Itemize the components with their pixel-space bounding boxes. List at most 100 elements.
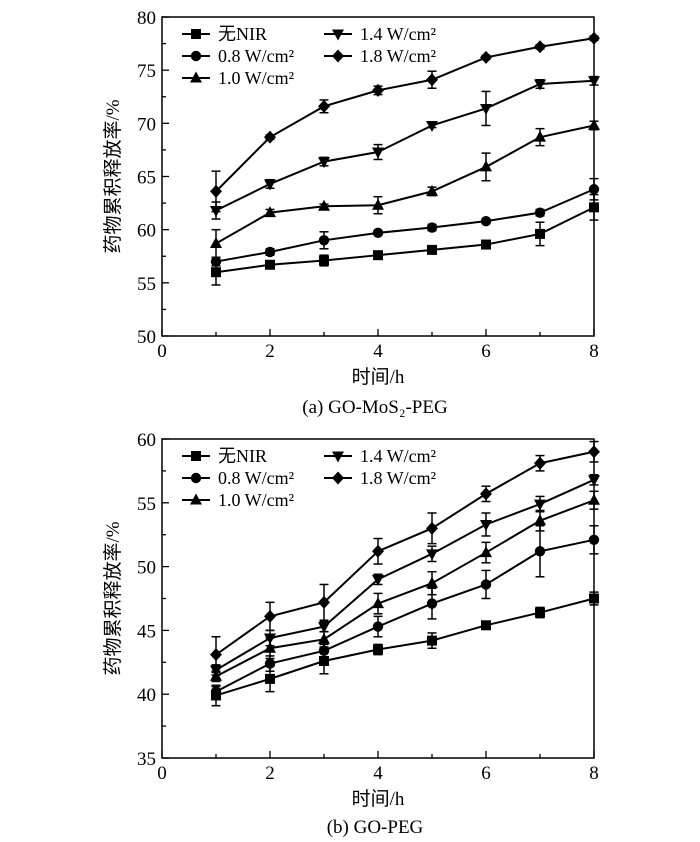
data-point: [426, 73, 438, 87]
data-point: [588, 31, 600, 45]
chart-b: 0 2 4 6 8 35 40 45 50 55 60 时间/h 药物累积释放率/% (b) GO-PEG…: [102, 430, 600, 838]
y-tick-label: 40: [137, 685, 156, 706]
legend-label: 1.0 W/cm²: [218, 68, 294, 88]
legend-marker: [191, 29, 201, 39]
data-point: [534, 546, 546, 557]
x-axis-title: 时间/h: [352, 788, 405, 810]
data-point: [480, 546, 492, 558]
legend-label: 无NIR: [218, 24, 267, 44]
x-tick-label: 6: [481, 763, 491, 784]
data-point: [318, 199, 330, 211]
series-4: [210, 440, 600, 674]
series-3: [210, 75, 600, 220]
series-1: [210, 525, 600, 698]
data-point: [372, 83, 384, 97]
data-point: [211, 267, 221, 278]
series-line: [215, 79, 595, 212]
data-point: [426, 576, 438, 588]
series-line: [215, 478, 595, 671]
data-point: [318, 645, 330, 657]
x-tick-label: 8: [589, 763, 599, 784]
x-tick-label: 0: [157, 341, 167, 362]
data-point: [373, 250, 383, 261]
x-axis-title: 时间/h: [352, 366, 405, 388]
data-point: [264, 641, 276, 653]
x-tick-label: 0: [157, 763, 167, 784]
y-tick-label: 70: [137, 114, 156, 135]
data-point: [534, 499, 546, 511]
legend-marker: [332, 471, 344, 485]
data-point: [319, 255, 329, 266]
legend-item: 1.8 W/cm²: [324, 46, 436, 66]
series-2: [210, 118, 600, 259]
data-point: [372, 198, 384, 210]
data-point: [318, 99, 330, 113]
data-point: [264, 609, 276, 623]
legend-marker: [191, 451, 201, 461]
legend-item: 1.4 W/cm²: [324, 24, 436, 44]
y-tick-label: 50: [137, 558, 156, 579]
data-point: [480, 579, 492, 590]
data-point: [426, 521, 438, 535]
legend-label: 无NIR: [218, 446, 267, 466]
series-line: [215, 538, 595, 693]
series-line: [215, 499, 595, 678]
x-tick-label: 8: [589, 341, 599, 362]
y-tick-label: 35: [137, 749, 156, 770]
legend-item: 0.8 W/cm²: [182, 468, 294, 488]
data-point: [480, 50, 492, 64]
legend-item: 0.8 W/cm²: [182, 46, 294, 66]
y-tick-label: 55: [137, 494, 156, 515]
x-tick-label: 4: [373, 763, 383, 784]
series-line: [215, 450, 595, 656]
data-point: [210, 256, 222, 267]
y-tick-label: 55: [137, 274, 156, 295]
data-point: [318, 632, 330, 644]
legend-marker: [190, 71, 202, 83]
y-tick-label: 65: [137, 168, 156, 189]
data-point: [481, 239, 491, 250]
data-point: [210, 236, 222, 248]
data-point: [534, 40, 546, 54]
legend-marker: [190, 472, 202, 484]
legend-label: 1.4 W/cm²: [360, 24, 436, 44]
legend-marker: [332, 29, 344, 41]
series-4: [210, 31, 600, 213]
data-point: [318, 595, 330, 609]
legend-label: 0.8 W/cm²: [218, 468, 294, 488]
data-point: [372, 597, 384, 609]
data-point: [589, 593, 599, 604]
legend-marker: [190, 493, 202, 505]
data-point: [480, 487, 492, 501]
data-point: [426, 598, 438, 609]
series-1: [210, 177, 600, 267]
data-point: [480, 160, 492, 172]
data-point: [588, 76, 600, 88]
x-tick-label: 2: [265, 341, 275, 362]
legend-item: 无NIR: [182, 446, 267, 466]
data-point: [264, 206, 276, 218]
data-point: [264, 633, 276, 645]
data-point: [372, 621, 384, 632]
y-axis-title: 药物累积释放率/%: [102, 99, 124, 253]
data-point: [534, 456, 546, 470]
data-point: [318, 157, 330, 169]
legend-label: 1.8 W/cm²: [360, 46, 436, 66]
data-point: [264, 130, 276, 144]
data-point: [426, 549, 438, 561]
legend-label: 1.0 W/cm²: [218, 490, 294, 510]
data-point: [588, 184, 600, 195]
legend-marker: [190, 50, 202, 62]
data-point: [426, 184, 438, 196]
legend-item: 1.0 W/cm²: [182, 68, 294, 88]
data-point: [480, 103, 492, 115]
data-point: [481, 620, 491, 631]
data-point: [265, 673, 275, 684]
data-point: [588, 445, 600, 459]
data-point: [319, 656, 329, 667]
data-point: [318, 622, 330, 634]
chart-a: 0 2 4 6 8 50 55 60 65 70 75 80 时间/h 药物累积释放率/% (a) GO-M…: [102, 8, 600, 418]
